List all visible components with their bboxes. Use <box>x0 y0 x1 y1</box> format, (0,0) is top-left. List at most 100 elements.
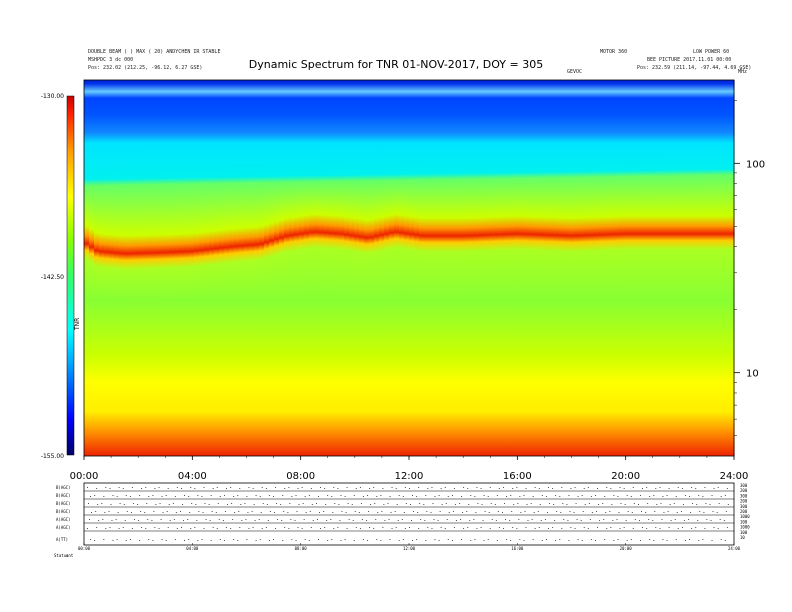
housekeeping-sample <box>695 488 697 489</box>
housekeeping-sample <box>720 539 722 540</box>
housekeeping-sample <box>599 520 601 521</box>
housekeeping-sample <box>497 511 499 512</box>
spectrogram-column <box>699 80 705 456</box>
housekeeping-sample <box>265 488 267 489</box>
housekeeping-sample <box>588 503 590 504</box>
housekeeping-sample <box>613 540 615 541</box>
housekeeping-sample <box>380 495 382 496</box>
footer-status-label: Status <box>54 553 69 558</box>
housekeeping-sample <box>184 540 186 541</box>
housekeeping-sample <box>494 504 496 505</box>
housekeeping-sample <box>197 495 199 496</box>
housekeeping-sample <box>598 504 600 505</box>
housekeeping-sample <box>133 519 135 520</box>
housekeeping-sample <box>691 487 693 488</box>
housekeeping-sample <box>123 504 125 505</box>
housekeeping-sample <box>319 487 321 488</box>
spectrogram-column <box>199 80 205 456</box>
x-tick-label: 00:00 <box>70 471 99 482</box>
housekeeping-sample <box>470 495 472 496</box>
housekeeping-sample <box>90 496 91 497</box>
spectrogram-column <box>639 80 645 456</box>
housekeeping-sample <box>102 519 104 520</box>
housekeeping-panel: B(AGC) B(AGC) B(AGC) B(AGC) A(AGC) A(AGC) A(TT… <box>56 482 750 551</box>
housekeeping-sample <box>108 511 110 512</box>
housekeeping-sample <box>402 539 404 540</box>
housekeeping-sample <box>252 488 254 489</box>
housekeeping-sample <box>509 520 511 521</box>
housekeeping-sample <box>566 504 568 505</box>
housekeeping-sample <box>445 503 447 504</box>
housekeeping-sample <box>132 503 134 504</box>
header-info-right-3: Pos: 232.59 (211.14, -97.44, 4.69 GSE) <box>637 65 752 71</box>
housekeeping-sample <box>487 496 489 497</box>
housekeeping-sample <box>570 488 572 489</box>
spectrogram-column <box>549 80 555 456</box>
spectrogram-column <box>264 80 270 456</box>
housekeeping-sample <box>412 540 413 541</box>
housekeeping-sample <box>353 495 355 496</box>
housekeeping-sample <box>698 540 700 541</box>
housekeeping-sample <box>398 540 400 541</box>
housekeeping-sample <box>195 504 197 505</box>
housekeeping-sample <box>116 539 118 540</box>
housekeeping-sample <box>202 512 204 513</box>
housekeeping-sample <box>325 504 327 505</box>
housekeeping-sample <box>646 487 648 488</box>
housekeeping-sample <box>539 504 541 505</box>
housekeeping-sample <box>530 503 532 504</box>
housekeeping-sample <box>196 520 198 521</box>
housekeeping-sample <box>323 511 325 512</box>
housekeeping-sample <box>244 503 246 504</box>
housekeeping-sample <box>555 540 557 541</box>
housekeeping-sample <box>397 520 399 521</box>
housekeeping-sample <box>289 503 291 504</box>
housekeeping-sample <box>331 539 333 540</box>
housekeeping-sample <box>688 519 690 520</box>
housekeeping-sample <box>460 519 462 520</box>
housekeeping-sample <box>489 528 491 529</box>
housekeeping-sample <box>203 528 205 529</box>
housekeeping-sample <box>391 528 393 529</box>
housekeeping-sample <box>358 512 360 513</box>
spectrogram-column <box>344 80 350 456</box>
housekeeping-sample <box>698 495 700 496</box>
colorbar: -130.00 -142.50 -155.00 TNR <box>41 93 81 460</box>
housekeeping-sample <box>347 503 349 504</box>
housekeeping-sample <box>617 496 619 497</box>
housekeeping-sample <box>587 487 589 488</box>
housekeeping-sample <box>480 527 482 528</box>
housekeeping-sample <box>606 487 608 488</box>
spectrogram-column <box>99 80 105 456</box>
housekeeping-sample <box>141 527 143 528</box>
housekeeping-sample <box>361 519 363 520</box>
spectrogram-column <box>599 80 605 456</box>
housekeeping-sample <box>677 487 679 488</box>
housekeeping-sample <box>204 503 206 504</box>
housekeeping-sample <box>117 512 119 513</box>
housekeeping-sample <box>605 512 607 513</box>
housekeeping-sample <box>181 488 183 489</box>
housekeeping-sample <box>338 504 340 505</box>
housekeeping-sample <box>610 488 612 489</box>
housekeeping-sample <box>367 495 369 496</box>
housekeeping-sample <box>209 520 211 521</box>
colorbar-min-label: -155.00 <box>41 453 64 460</box>
housekeeping-sample <box>640 511 642 512</box>
housekeeping-sample <box>724 495 726 496</box>
housekeeping-sample <box>454 504 456 505</box>
housekeeping-sample <box>295 540 297 541</box>
housekeeping-sample <box>516 528 518 529</box>
housekeeping-sample <box>561 487 563 488</box>
housekeeping-sample <box>103 496 105 497</box>
housekeeping-sample <box>398 495 400 496</box>
spectrogram-column <box>449 80 455 456</box>
housekeeping-sample <box>188 496 190 497</box>
spectrogram-column <box>474 80 480 456</box>
housekeeping-sample <box>427 527 429 528</box>
housekeeping-sample <box>726 488 728 489</box>
housekeeping-sample <box>624 504 626 505</box>
housekeeping-sample <box>174 496 176 497</box>
housekeeping-sample <box>281 520 283 521</box>
housekeeping-sample <box>94 495 96 496</box>
